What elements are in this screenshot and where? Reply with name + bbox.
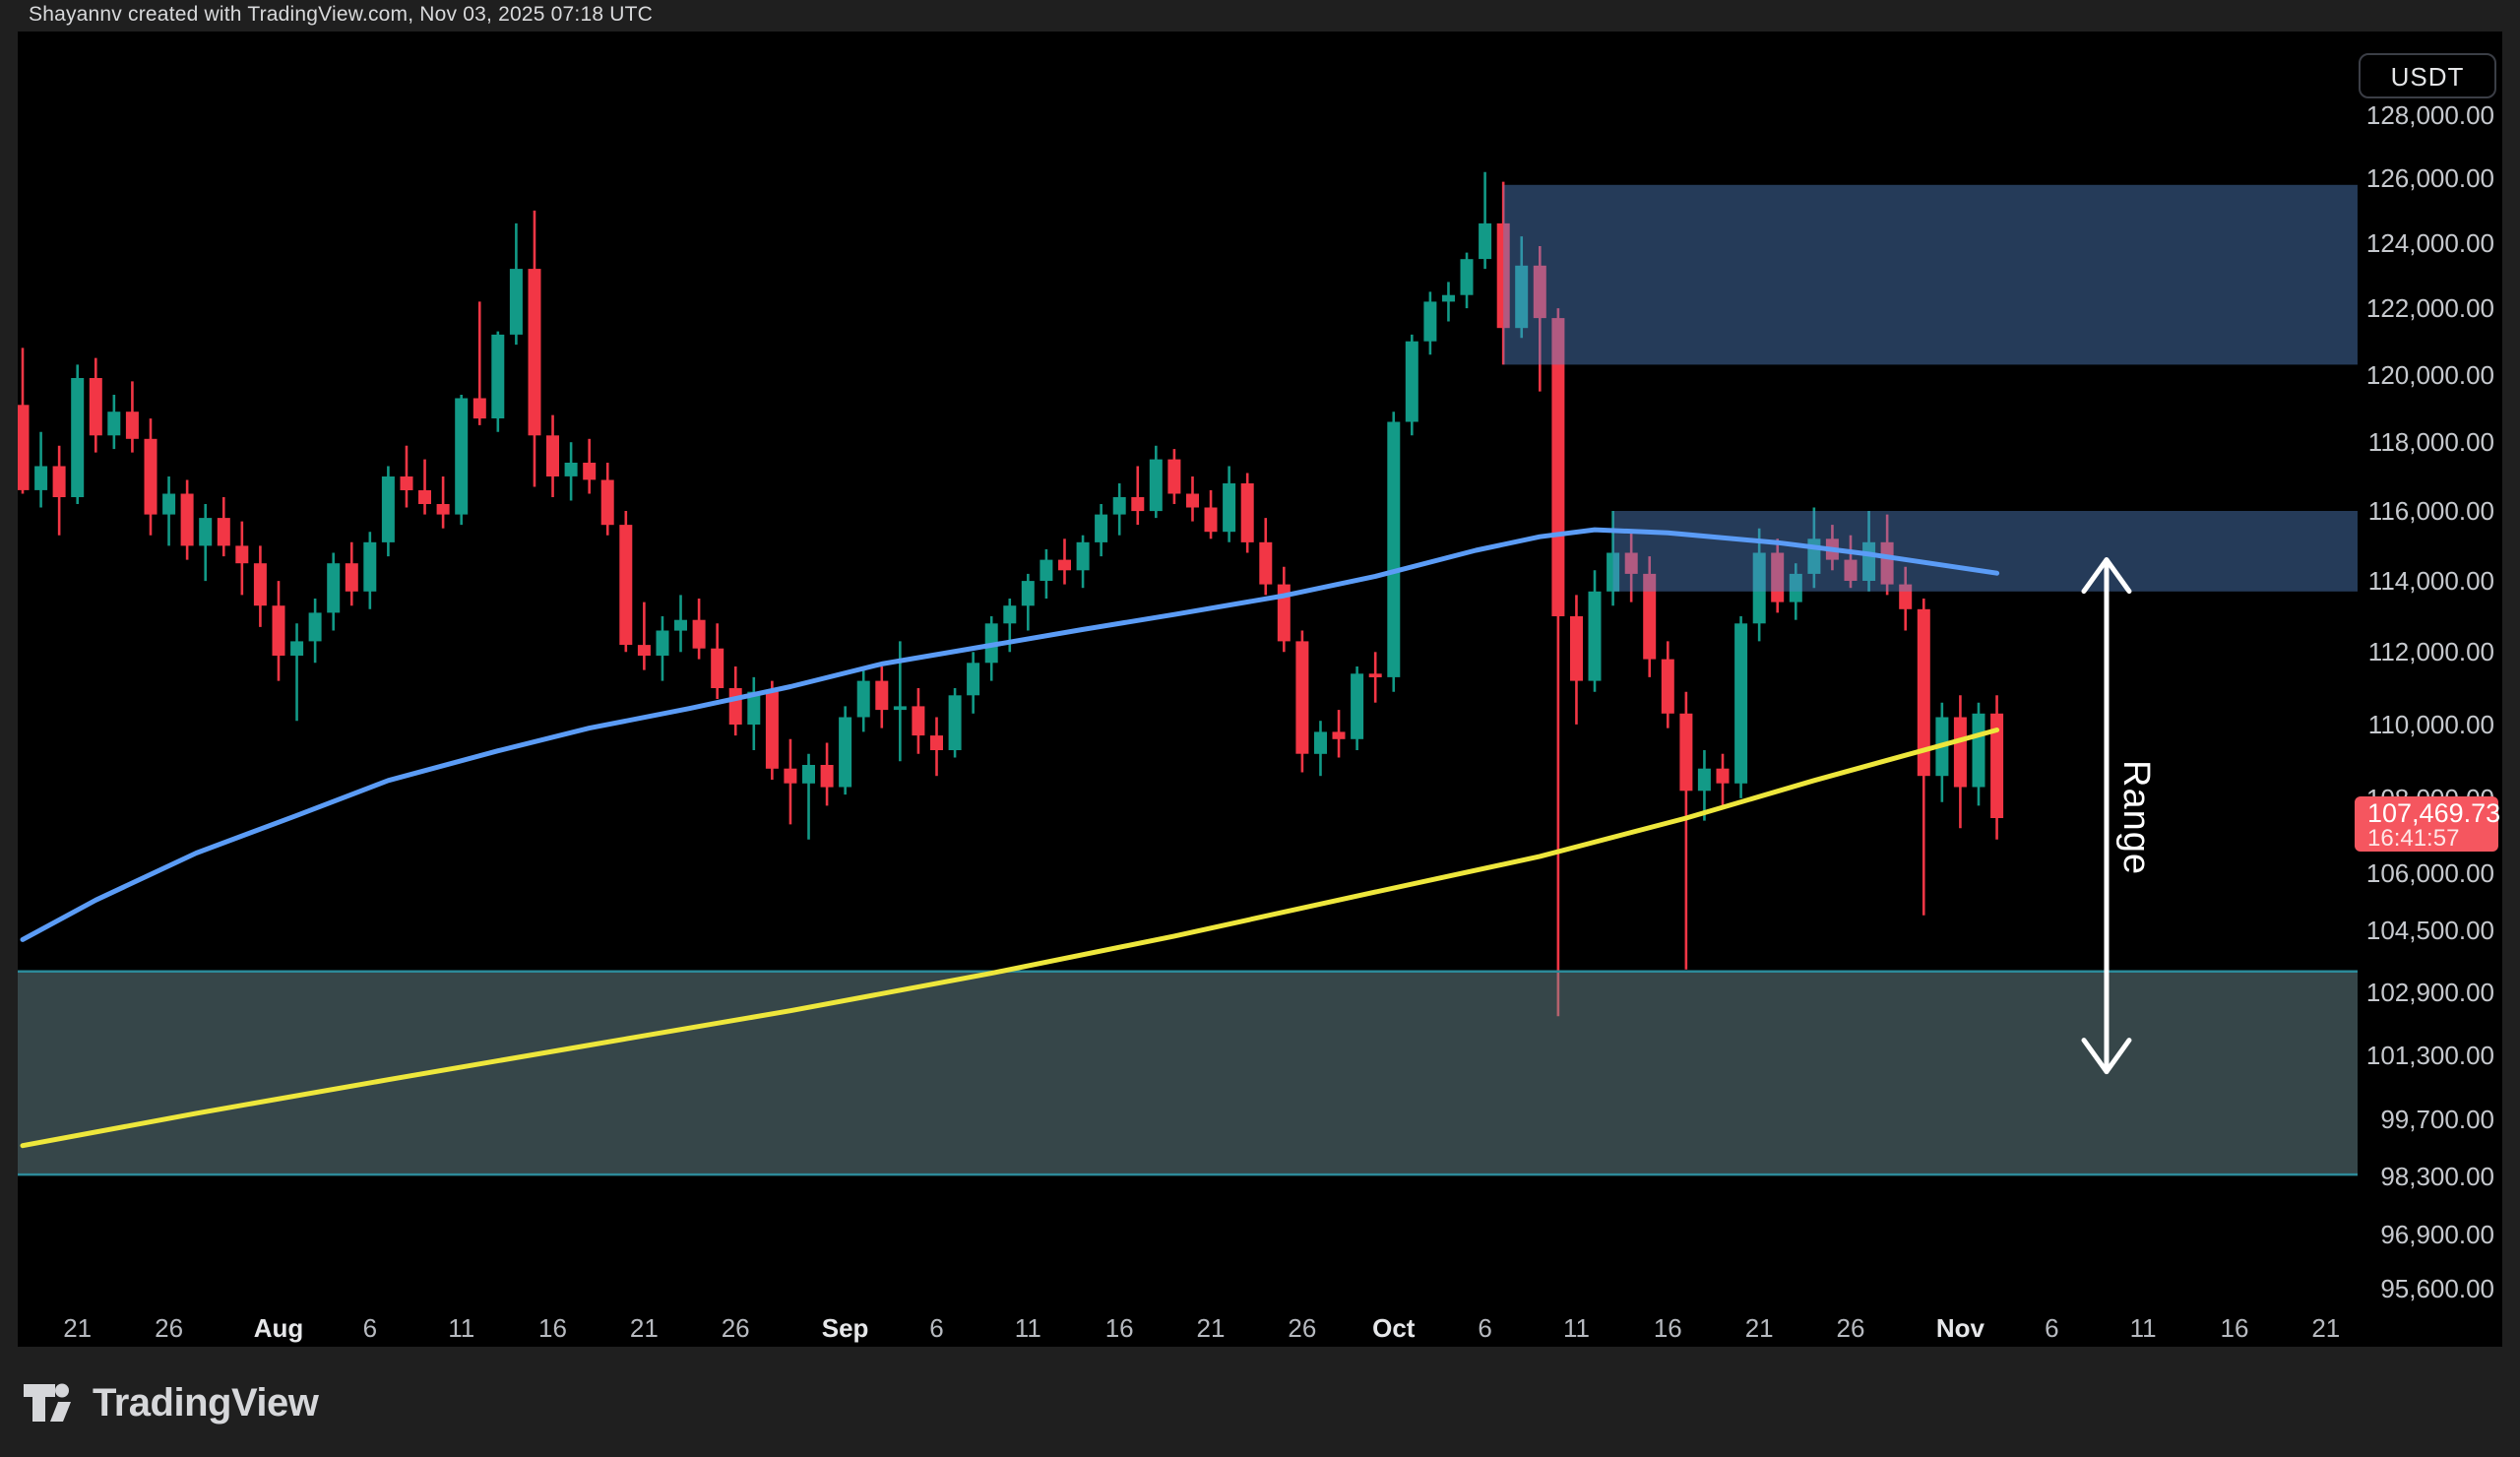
tradingview-logo-icon bbox=[24, 1383, 71, 1422]
header-bar: Shayannv created with TradingView.com, N… bbox=[0, 0, 2520, 32]
price-axis-label: 106,000.00 bbox=[2365, 858, 2494, 889]
time-axis-label: Nov bbox=[1935, 1313, 1984, 1343]
time-axis-label: 11 bbox=[1563, 1313, 1590, 1343]
price-axis-label: 98,300.00 bbox=[2380, 1162, 2494, 1192]
time-axis-label: 16 bbox=[1653, 1313, 1682, 1343]
price-axis-label: 95,600.00 bbox=[2380, 1273, 2494, 1303]
time-axis-label: 26 bbox=[721, 1313, 750, 1343]
time-axis-label: Aug bbox=[253, 1313, 304, 1343]
range-arrow[interactable] bbox=[2081, 557, 2132, 1075]
price-axis-label: 99,700.00 bbox=[2380, 1105, 2494, 1135]
price-axis-label: 110,000.00 bbox=[2367, 709, 2494, 739]
time-axis-label: 6 bbox=[1478, 1313, 1492, 1343]
time-axis-label: 16 bbox=[1104, 1313, 1134, 1343]
time-axis-label: 21 bbox=[63, 1313, 93, 1343]
moving-average-yellow[interactable] bbox=[20, 728, 2000, 1149]
price-axis-label: 112,000.00 bbox=[2367, 637, 2494, 667]
price-axis-label: 114,000.00 bbox=[2367, 566, 2494, 597]
time-axis-label: Oct bbox=[1372, 1313, 1416, 1343]
price-axis-label: 128,000.00 bbox=[2365, 100, 2494, 130]
range-annotation-label: Range bbox=[2115, 760, 2157, 875]
time-axis-label: 11 bbox=[448, 1313, 475, 1343]
time-axis-label: 21 bbox=[1196, 1313, 1226, 1343]
time-axis-label: 21 bbox=[2311, 1313, 2341, 1343]
time-axis-label: 21 bbox=[1744, 1313, 1774, 1343]
price-axis-label: 120,000.00 bbox=[2365, 359, 2494, 390]
time-axis-label: 11 bbox=[2129, 1313, 2157, 1343]
moving-average-blue[interactable] bbox=[20, 527, 2000, 942]
bar-countdown: 16:41:57 bbox=[2367, 825, 2460, 852]
time-axis-label: 6 bbox=[929, 1313, 944, 1343]
price-axis-label: 102,900.00 bbox=[2365, 978, 2494, 1008]
time-axis-label: 6 bbox=[2045, 1313, 2059, 1343]
price-axis-label: 104,500.00 bbox=[2365, 916, 2494, 946]
tradingview-logo[interactable]: TradingView bbox=[22, 1380, 319, 1425]
time-axis-label: 26 bbox=[155, 1313, 184, 1343]
price-axis-label: 116,000.00 bbox=[2367, 496, 2494, 526]
time-axis[interactable]: 21 26 Aug 6 11 16 21 26 Sep 6 11 16 21 26 Oct 6 11 16 21 26… bbox=[18, 1309, 2358, 1347]
zones[interactable] bbox=[18, 184, 2358, 1176]
price-axis-label: 118,000.00 bbox=[2367, 427, 2494, 458]
snapshot-attribution: Shayannv created with TradingView.com, N… bbox=[29, 3, 653, 26]
price-axis[interactable]: 128,000.00 126,000.00 124,000.00 122,000.00… bbox=[2361, 32, 2502, 1309]
time-axis-label: 11 bbox=[1014, 1313, 1041, 1343]
time-axis-label: 6 bbox=[362, 1313, 378, 1343]
bottom-bar: TradingView bbox=[0, 1347, 2520, 1457]
time-axis-label: 16 bbox=[538, 1313, 567, 1343]
time-axis-label: 21 bbox=[629, 1313, 659, 1343]
last-price-value: 107,469.73 bbox=[2367, 798, 2501, 828]
last-price-tag: 107,469.73 16:41:57 bbox=[2355, 796, 2501, 852]
time-axis-label: 26 bbox=[1836, 1313, 1865, 1343]
quote-currency-button[interactable]: USDT bbox=[2359, 53, 2496, 98]
time-axis-label: 16 bbox=[2220, 1313, 2249, 1343]
candles bbox=[18, 171, 2004, 1017]
price-axis-label: 101,300.00 bbox=[2365, 1041, 2494, 1071]
chart-background bbox=[18, 32, 2502, 1347]
price-axis-label: 124,000.00 bbox=[2365, 227, 2494, 258]
time-axis-label: 26 bbox=[1288, 1313, 1317, 1343]
time-axis-label: Sep bbox=[821, 1313, 869, 1343]
price-axis-label: 126,000.00 bbox=[2365, 163, 2494, 194]
price-axis-label: 96,900.00 bbox=[2380, 1219, 2494, 1249]
price-axis-label: 122,000.00 bbox=[2365, 293, 2494, 324]
tradingview-logo-text: TradingView bbox=[93, 1380, 319, 1425]
